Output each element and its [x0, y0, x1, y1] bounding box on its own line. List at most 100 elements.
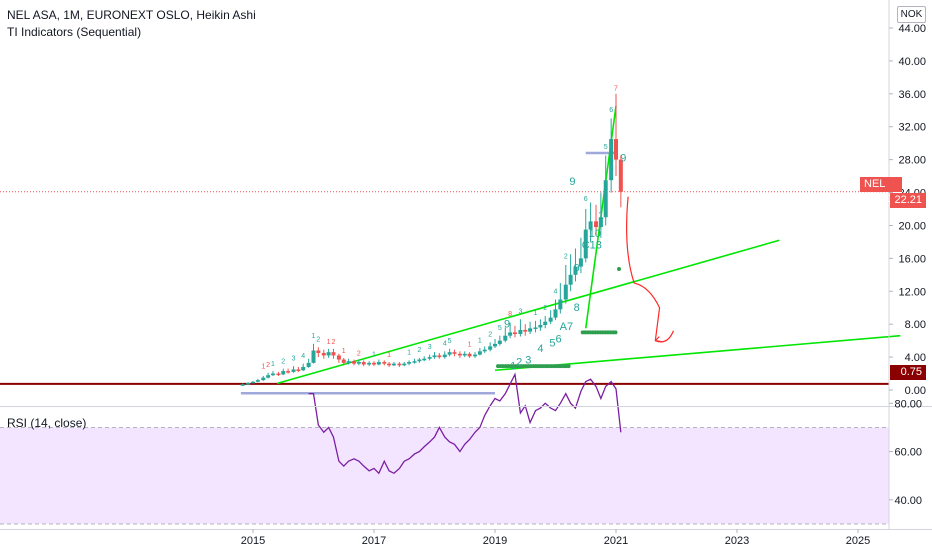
count-label-small: 2 [281, 359, 285, 366]
candle-body [614, 139, 618, 160]
candle-body [488, 346, 493, 350]
time-tick-label: 2023 [725, 535, 749, 547]
candle-body [402, 363, 407, 366]
count-label-small: 2 [316, 336, 320, 343]
candle-body [578, 258, 583, 267]
count-label-small: 3 [518, 308, 522, 315]
candle-body [503, 335, 508, 341]
count-label: 10 [589, 228, 601, 240]
count-label-small: 2 [543, 305, 547, 312]
candle-body [512, 332, 517, 335]
count-label: 1 [510, 360, 516, 372]
candle-body [452, 352, 457, 354]
count-label-small: 5 [448, 338, 452, 345]
candle-body [568, 274, 573, 285]
candle-body [296, 369, 301, 371]
candle-body [311, 350, 316, 363]
price-tick-label: 16.00 [898, 253, 926, 265]
candle-body [467, 353, 472, 357]
candle-body [558, 299, 563, 310]
count-label-small: 5 [498, 325, 502, 332]
candle-body [437, 355, 442, 358]
count-label-small: 3 [292, 355, 296, 362]
candle-body [412, 361, 417, 363]
count-label-small: 2 [357, 350, 361, 357]
rsi-title: RSI (14, close) [7, 416, 87, 430]
count-label-small: 6 [584, 196, 588, 203]
candle-body [508, 332, 513, 336]
candle-body [376, 362, 381, 365]
candle-body [261, 377, 266, 381]
rsi-tick-label: 40.00 [894, 495, 922, 507]
candle-body [594, 221, 599, 228]
count-label-small: 2 [488, 332, 492, 339]
price-tick-label: 40.00 [898, 56, 926, 68]
candle-body [387, 363, 392, 366]
count-label: 2 [516, 356, 522, 368]
candle-body [356, 362, 361, 364]
count-label-small: 1 [271, 361, 275, 368]
count-label-small: 1 [372, 351, 376, 358]
count-label: A7 [560, 321, 573, 333]
count-label-small: 1 [261, 364, 265, 371]
candle-body [422, 358, 427, 361]
candle-body [301, 366, 306, 371]
count-label: 5 [549, 337, 555, 349]
candle-body [603, 180, 608, 218]
count-label-small: 6 [609, 107, 613, 114]
candle-body [477, 351, 482, 355]
count-label: 3 [525, 355, 531, 367]
candle-body [523, 329, 528, 332]
time-tick-label: 2025 [846, 535, 870, 547]
count-label-small: 3 [428, 344, 432, 351]
count-label-small: 4 [554, 289, 558, 296]
candle-body [316, 350, 321, 353]
ticker-label: NEL [864, 178, 886, 190]
time-tick-label: 2015 [241, 535, 265, 547]
candle-body [372, 362, 376, 365]
price-tick-label: 36.00 [898, 89, 926, 101]
candle-body [457, 353, 462, 356]
count-label-small: 1 [312, 333, 316, 340]
rsi-tick-label: 60.00 [894, 447, 922, 459]
count-label-small: 1 [387, 352, 391, 359]
price-tick-label: 4.00 [905, 352, 926, 364]
candle-body [427, 357, 432, 359]
count-label-small: 8 [508, 311, 512, 318]
chart-title: NEL ASA, 1M, EURONEXT OSLO, Heikin Ashi [7, 8, 256, 22]
candle-body [598, 217, 603, 228]
time-tick-label: 2019 [483, 535, 507, 547]
candle-body [528, 328, 533, 332]
price-tick-label: 8.00 [905, 319, 926, 331]
candle-body [352, 361, 357, 364]
price-tick-label: 44.00 [898, 23, 926, 35]
price-tick-label: 32.00 [898, 122, 926, 134]
candle-body [397, 363, 402, 366]
count-label-small: 5 [604, 144, 608, 151]
candle-body [286, 371, 291, 373]
candles [240, 93, 623, 386]
candle-body [331, 352, 336, 356]
candle-body [270, 373, 275, 376]
candle-body [447, 352, 452, 355]
sequential-dot [617, 267, 622, 272]
sequential-dot [566, 364, 571, 369]
candle-body [493, 343, 497, 347]
count-label: 9 [569, 176, 575, 188]
candle-body [321, 352, 326, 356]
price-tick-label: 0.00 [905, 385, 926, 397]
currency-badge[interactable]: NOK [897, 6, 926, 23]
count-label-small: 1 [468, 341, 472, 348]
forecast-arrowhead [654, 336, 662, 343]
candle-body [553, 309, 558, 318]
candle-body [361, 362, 366, 365]
candle-body [326, 352, 331, 356]
time-tick-label: 2017 [362, 535, 386, 547]
last-price-tag: NEL 24.09 [860, 177, 902, 205]
count-label: 4 [537, 343, 543, 355]
candle-body [462, 353, 467, 356]
indicator-title: TI Indicators (Sequential) [7, 25, 142, 39]
